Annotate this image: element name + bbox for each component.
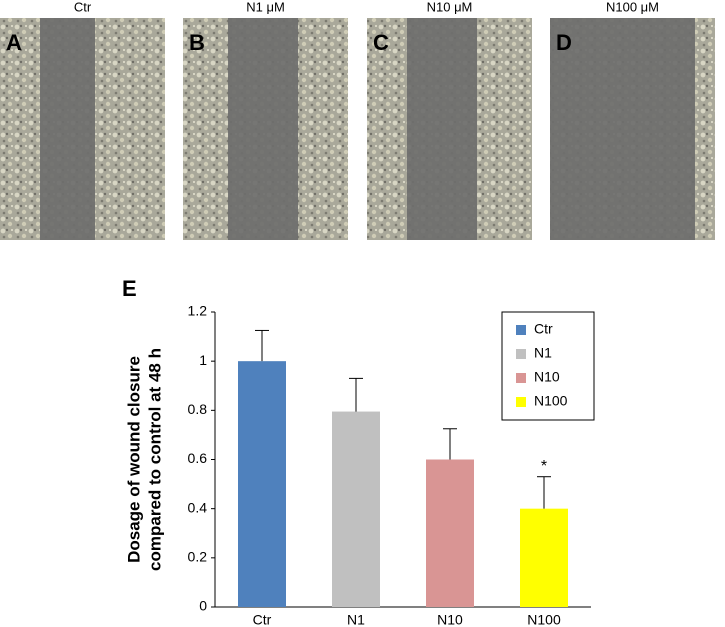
y-tick-label: 1 xyxy=(199,352,207,368)
x-tick-label: Ctr xyxy=(253,612,272,627)
error-bar xyxy=(349,377,363,412)
bar-chart: E Dosage of wound closure compared to cont… xyxy=(122,276,595,627)
y-tick-label: 0.6 xyxy=(188,450,208,466)
y-axis-label: Dosage of wound closure xyxy=(124,356,143,563)
wound-gap xyxy=(550,18,695,240)
bar xyxy=(426,459,474,607)
wound-gap xyxy=(407,18,477,240)
x-tick-label: N10 xyxy=(437,612,463,627)
panel-letter: C xyxy=(373,30,389,55)
y-tick-label: 0.8 xyxy=(188,401,208,417)
significance-marker: * xyxy=(541,458,547,475)
error-bar xyxy=(255,329,269,362)
legend-label: N1 xyxy=(534,345,552,361)
y-tick-label: 0.4 xyxy=(188,499,208,515)
legend-swatch xyxy=(516,397,526,407)
y-tick-label: 1.2 xyxy=(188,303,208,319)
panel-title: Ctr xyxy=(74,0,92,14)
error-bar xyxy=(537,476,551,509)
error-bar xyxy=(443,428,457,460)
legend-label: Ctr xyxy=(534,321,553,337)
panel-letter: E xyxy=(122,276,137,301)
y-tick-label: 0 xyxy=(199,598,207,614)
wound-gap xyxy=(40,18,95,240)
legend-swatch xyxy=(516,325,526,335)
wound-gap xyxy=(228,18,298,240)
x-tick-label: N100 xyxy=(527,612,561,627)
legend-label: N100 xyxy=(534,393,568,409)
panel-title: N1 μM xyxy=(246,0,285,14)
panel-letter: B xyxy=(189,30,205,55)
bar xyxy=(238,361,286,607)
bar xyxy=(332,411,380,607)
legend-label: N10 xyxy=(534,369,560,385)
panel-letter: A xyxy=(6,30,22,55)
bar xyxy=(520,508,568,607)
panel-letter: D xyxy=(556,30,572,55)
x-tick-label: N1 xyxy=(347,612,365,627)
y-tick-label: 0.2 xyxy=(188,549,208,565)
image-panels: Ctr A N1 μM B N10 μM C N100 μM D xyxy=(0,0,715,240)
panel-title: N100 μM xyxy=(606,0,659,14)
legend-swatch xyxy=(516,373,526,383)
legend-swatch xyxy=(516,349,526,359)
y-axis-label: compared to control at 48 h xyxy=(145,348,164,571)
panel-title: N10 μM xyxy=(427,0,473,14)
